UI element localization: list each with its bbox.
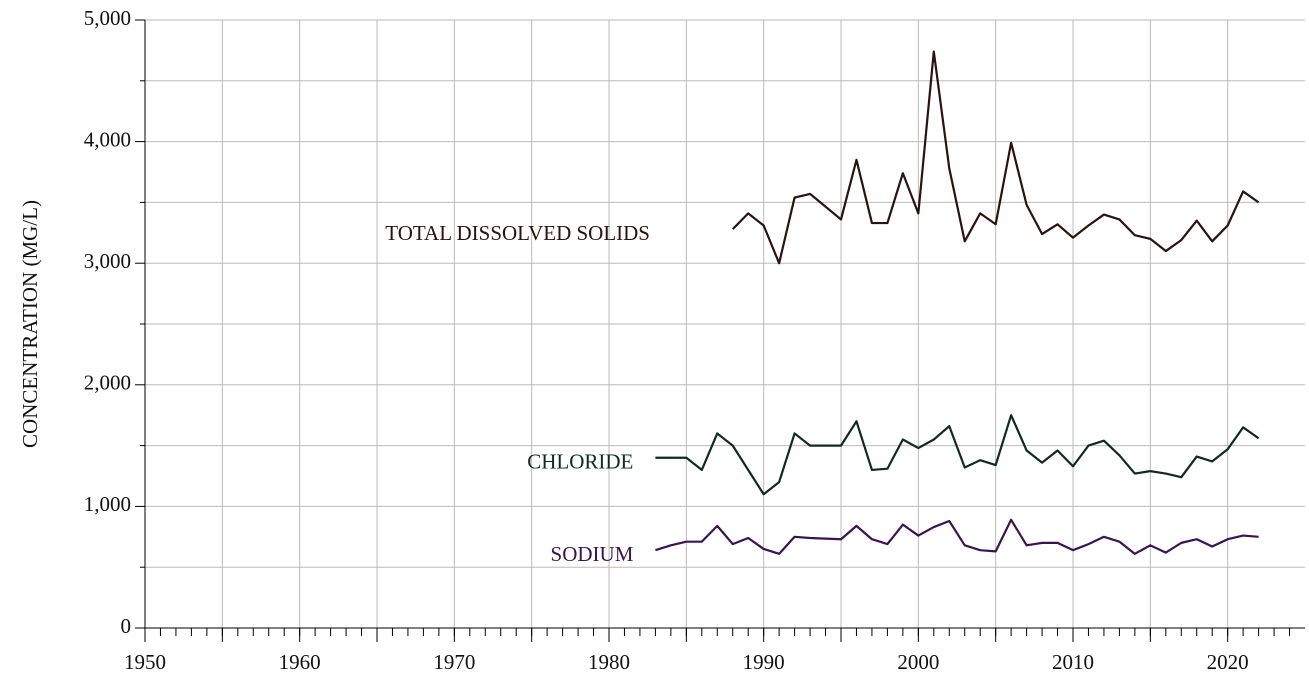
y-tick-label: 5,000	[84, 6, 131, 30]
x-tick-label: 1960	[279, 650, 321, 674]
y-axis-label: CONCENTRATION (MG/L)	[18, 200, 42, 448]
x-tick-label: 1990	[743, 650, 785, 674]
x-tick-label: 1980	[588, 650, 630, 674]
series-line	[655, 414, 1260, 496]
y-tick-label: 3,000	[84, 249, 131, 273]
series-line	[731, 50, 1260, 265]
series-label: CHLORIDE	[527, 450, 633, 474]
y-tick-label: 0	[121, 614, 132, 638]
series-line	[655, 518, 1259, 555]
y-tick-label: 1,000	[84, 492, 131, 516]
y-tick-label: 2,000	[84, 371, 131, 395]
x-tick-label: 1950	[124, 650, 166, 674]
y-tick-label: 4,000	[84, 127, 131, 151]
x-tick-label: 2020	[1207, 650, 1249, 674]
x-tick-label: 2010	[1052, 650, 1094, 674]
x-tick-label: 2000	[897, 650, 939, 674]
series-label: SODIUM	[551, 542, 634, 566]
x-tick-label: 1970	[433, 650, 475, 674]
series-label: TOTAL DISSOLVED SOLIDS	[385, 221, 650, 245]
